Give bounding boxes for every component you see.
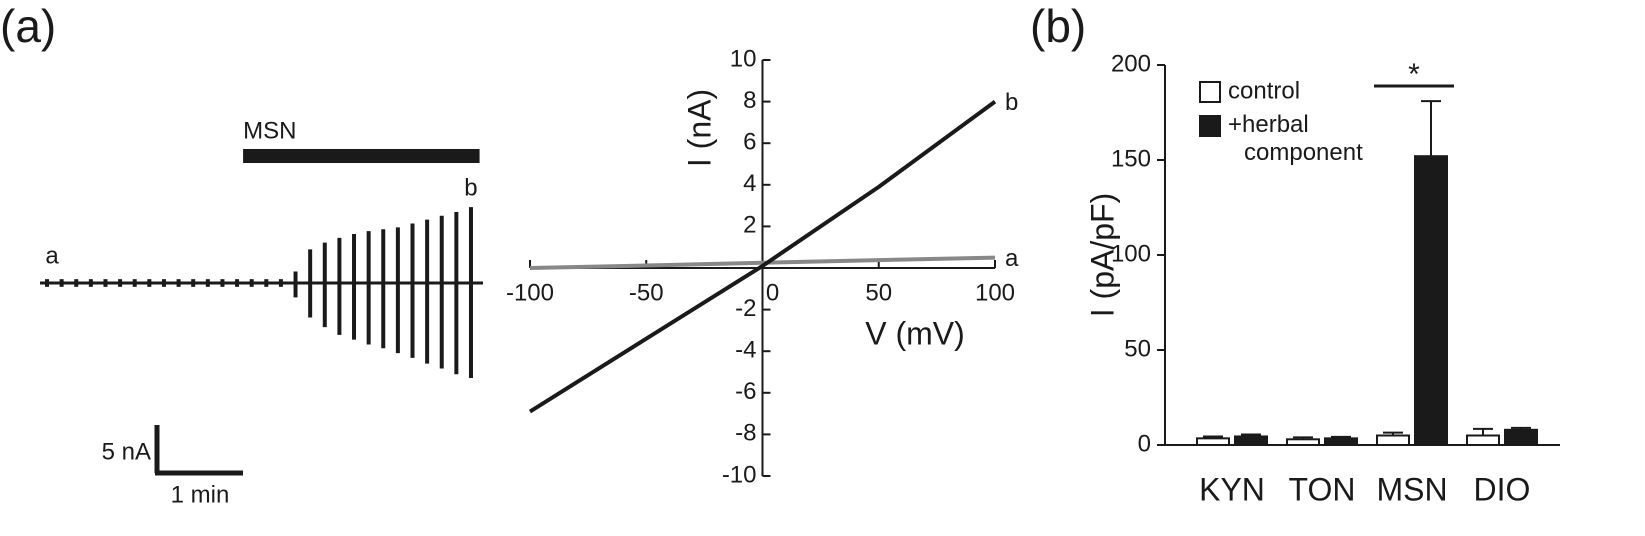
bar	[1466, 434, 1500, 446]
error-bar	[1203, 435, 1223, 439]
y-tick-label: 10	[730, 45, 757, 72]
drug-label: MSN	[243, 117, 296, 144]
x-tick-label: -100	[506, 279, 554, 306]
error-bar	[1511, 426, 1531, 430]
bar	[1234, 435, 1268, 447]
bar	[1324, 437, 1358, 447]
x-tick-label: 0	[766, 279, 779, 306]
error-bar	[1383, 431, 1403, 436]
legend-label: control	[1228, 77, 1300, 104]
x-tick-label: MSN	[1376, 471, 1447, 507]
panel-label: (b)	[1030, 0, 1086, 52]
legend-swatch	[1199, 81, 1221, 103]
error-bar	[1331, 435, 1351, 439]
legend-label: +herbal component	[1228, 111, 1363, 166]
x-tick-label: DIO	[1474, 471, 1531, 507]
y-tick-label: -4	[735, 337, 756, 364]
x-tick-label: KYN	[1199, 471, 1265, 507]
y-axis-label: I (nA)	[681, 89, 717, 167]
y-tick-label: 200	[1111, 50, 1151, 77]
drug-bar	[243, 149, 480, 163]
y-tick-label: -2	[735, 295, 756, 322]
error-bar	[1241, 433, 1261, 437]
series-label: b	[1005, 89, 1018, 116]
y-tick-label: 100	[1111, 240, 1151, 267]
bar	[1286, 438, 1320, 446]
legend-swatch	[1199, 115, 1221, 137]
y-tick-label: 2	[743, 212, 756, 239]
bar	[1504, 428, 1538, 446]
error-bar	[1421, 100, 1441, 157]
y-axis-label: I (pA/pF)	[1084, 193, 1120, 317]
y-tick-label: 8	[743, 87, 756, 114]
iv-curve	[528, 99, 997, 414]
y-tick-label: -10	[722, 461, 757, 488]
x-axis-label: V (mV)	[865, 315, 965, 351]
error-bar	[1293, 436, 1313, 440]
error-bar	[1473, 427, 1493, 436]
y-tick-label: -6	[735, 378, 756, 405]
panel-label: (a)	[0, 0, 56, 52]
x-tick-label: 50	[865, 279, 892, 306]
bar	[1414, 155, 1448, 446]
y-tick-label: 150	[1111, 145, 1151, 172]
series-label: a	[1005, 245, 1019, 272]
significance-mark: *	[1408, 58, 1420, 91]
iv-curve	[529, 255, 996, 270]
y-tick-label: 0	[1138, 430, 1151, 457]
scalebar-label: 5 nA	[102, 438, 151, 465]
x-tick-label: 100	[975, 279, 1015, 306]
sweep-label: a	[45, 243, 59, 270]
y-tick-label: 4	[743, 170, 756, 197]
x-tick-label: -50	[629, 279, 664, 306]
y-tick-label: 50	[1124, 335, 1151, 362]
bar	[1196, 437, 1230, 447]
x-tick-label: TON	[1289, 471, 1356, 507]
bar	[1376, 434, 1410, 446]
y-tick-label: 6	[743, 129, 756, 156]
scalebar-label: 1 min	[171, 481, 230, 508]
y-tick-label: -8	[735, 420, 756, 447]
sweep-label: b	[464, 175, 477, 202]
